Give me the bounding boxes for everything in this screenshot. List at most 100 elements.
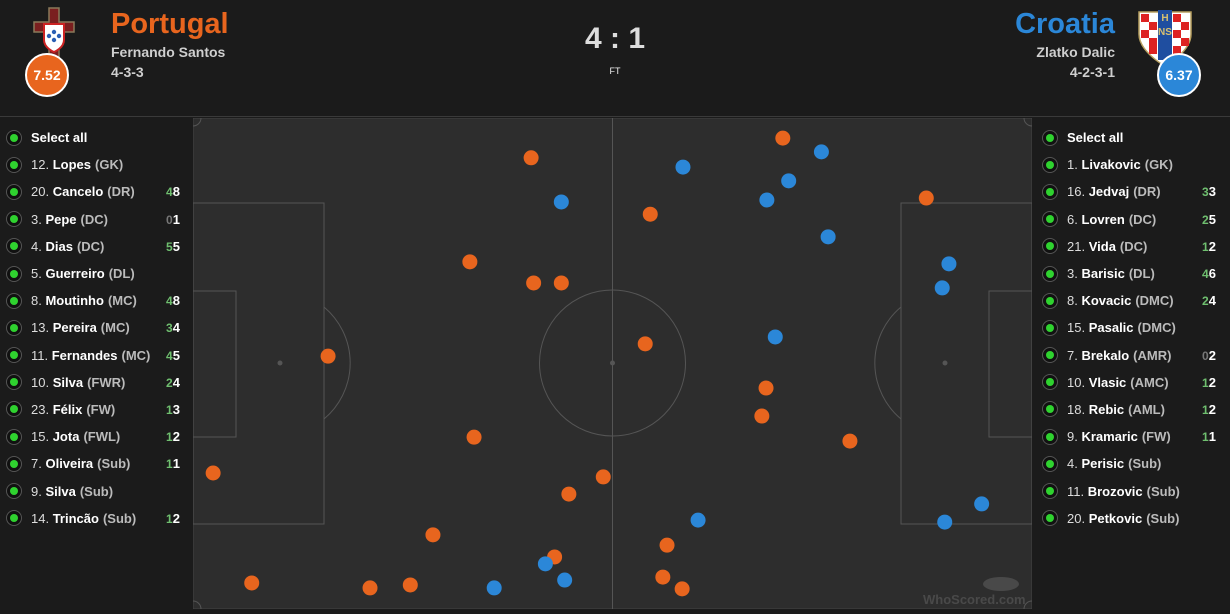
player-row[interactable]: 9. Silva (Sub): [0, 477, 190, 504]
checkbox-icon[interactable]: [6, 265, 22, 282]
player-row[interactable]: 8. Moutinho (MC) 48: [0, 287, 190, 314]
player-row[interactable]: 13. Pereira (MC) 34: [0, 314, 190, 341]
player-row[interactable]: 1. Livakovic (GK): [1036, 151, 1226, 178]
away-event-dot[interactable]: [941, 256, 957, 272]
away-event-dot[interactable]: [813, 144, 829, 160]
away-event-dot[interactable]: [557, 572, 573, 588]
checkbox-icon[interactable]: [6, 319, 22, 336]
checkbox-icon[interactable]: [1042, 238, 1058, 255]
home-event-dot[interactable]: [425, 527, 441, 543]
checkbox-icon[interactable]: [6, 483, 22, 500]
home-event-dot[interactable]: [320, 348, 336, 364]
checkbox-icon[interactable]: [1042, 156, 1058, 173]
checkbox-icon[interactable]: [1042, 347, 1058, 364]
home-event-dot[interactable]: [642, 206, 658, 222]
player-row[interactable]: 9. Kramaric (FW) 11: [1036, 423, 1226, 450]
home-event-dot[interactable]: [659, 537, 675, 553]
away-event-dot[interactable]: [820, 229, 836, 245]
checkbox-icon[interactable]: [6, 183, 22, 200]
away-event-dot[interactable]: [974, 496, 990, 512]
player-row[interactable]: 14. Trincão (Sub) 12: [0, 505, 190, 532]
player-row[interactable]: 4. Dias (DC) 55: [0, 233, 190, 260]
player-row[interactable]: 3. Pepe (DC) 01: [0, 206, 190, 233]
checkbox-icon[interactable]: [1042, 374, 1058, 391]
home-event-dot[interactable]: [775, 130, 791, 146]
player-row[interactable]: 11. Brozovic (Sub): [1036, 477, 1226, 504]
checkbox-icon[interactable]: [1042, 292, 1058, 309]
home-event-dot[interactable]: [553, 275, 569, 291]
checkbox-icon[interactable]: [1042, 455, 1058, 472]
player-row[interactable]: 18. Rebic (AML) 12: [1036, 396, 1226, 423]
away-event-dot[interactable]: [781, 173, 797, 189]
player-row[interactable]: 15. Jota (FWL) 12: [0, 423, 190, 450]
checkbox-icon[interactable]: [6, 156, 22, 173]
checkbox-icon[interactable]: [1042, 319, 1058, 336]
checkbox-icon[interactable]: [6, 347, 22, 364]
player-row[interactable]: 3. Barisic (DL) 46: [1036, 260, 1226, 287]
checkbox-icon[interactable]: [6, 401, 22, 418]
home-event-dot[interactable]: [205, 465, 221, 481]
player-row[interactable]: 15. Pasalic (DMC): [1036, 314, 1226, 341]
player-row[interactable]: 10. Silva (FWR) 24: [0, 369, 190, 396]
checkbox-icon[interactable]: [1042, 483, 1058, 500]
home-event-dot[interactable]: [595, 469, 611, 485]
checkbox-icon[interactable]: [1042, 183, 1058, 200]
home-event-dot[interactable]: [758, 380, 774, 396]
player-row[interactable]: 20. Petkovic (Sub): [1036, 505, 1226, 532]
away-event-dot[interactable]: [759, 192, 775, 208]
checkbox-icon[interactable]: [1042, 129, 1058, 146]
away-event-dot[interactable]: [486, 580, 502, 596]
checkbox-icon[interactable]: [6, 129, 22, 146]
player-row[interactable]: 5. Guerreiro (DL): [0, 260, 190, 287]
home-event-dot[interactable]: [523, 150, 539, 166]
player-row[interactable]: 16. Jedvaj (DR) 33: [1036, 178, 1226, 205]
checkbox-icon[interactable]: [6, 211, 22, 228]
away-team-name[interactable]: Croatia: [1015, 8, 1115, 40]
player-row[interactable]: 10. Vlasic (AMC) 12: [1036, 369, 1226, 396]
checkbox-icon[interactable]: [6, 292, 22, 309]
player-row[interactable]: 7. Brekalo (AMR) 02: [1036, 342, 1226, 369]
player-row[interactable]: 6. Lovren (DC) 25: [1036, 206, 1226, 233]
away-event-dot[interactable]: [767, 329, 783, 345]
away-event-dot[interactable]: [937, 514, 953, 530]
away-event-dot[interactable]: [934, 280, 950, 296]
away-event-dot[interactable]: [537, 556, 553, 572]
home-event-dot[interactable]: [362, 580, 378, 596]
checkbox-icon[interactable]: [1042, 510, 1058, 527]
checkbox-icon[interactable]: [1042, 211, 1058, 228]
away-event-dot[interactable]: [675, 159, 691, 175]
home-select-all[interactable]: Select all: [0, 124, 190, 151]
checkbox-icon[interactable]: [6, 238, 22, 255]
player-row[interactable]: 7. Oliveira (Sub) 11: [0, 450, 190, 477]
away-select-all[interactable]: Select all: [1036, 124, 1226, 151]
home-event-dot[interactable]: [754, 408, 770, 424]
checkbox-icon[interactable]: [6, 455, 22, 472]
home-event-dot[interactable]: [466, 429, 482, 445]
checkbox-icon[interactable]: [1042, 428, 1058, 445]
player-row[interactable]: 20. Cancelo (DR) 48: [0, 178, 190, 205]
home-team-name[interactable]: Portugal: [111, 8, 229, 40]
checkbox-icon[interactable]: [6, 374, 22, 391]
away-event-dot[interactable]: [690, 512, 706, 528]
home-event-dot[interactable]: [561, 486, 577, 502]
checkbox-icon[interactable]: [1042, 265, 1058, 282]
away-event-dot[interactable]: [553, 194, 569, 210]
home-event-dot[interactable]: [526, 275, 542, 291]
home-event-dot[interactable]: [655, 569, 671, 585]
player-row[interactable]: 12. Lopes (GK): [0, 151, 190, 178]
player-row[interactable]: 21. Vida (DC) 12: [1036, 233, 1226, 260]
player-row[interactable]: 11. Fernandes (MC) 45: [0, 342, 190, 369]
checkbox-icon[interactable]: [6, 510, 22, 527]
player-row[interactable]: 8. Kovacic (DMC) 24: [1036, 287, 1226, 314]
home-event-dot[interactable]: [842, 433, 858, 449]
player-row[interactable]: 23. Félix (FW) 13: [0, 396, 190, 423]
home-event-dot[interactable]: [637, 336, 653, 352]
home-event-dot[interactable]: [462, 254, 478, 270]
checkbox-icon[interactable]: [1042, 401, 1058, 418]
home-event-dot[interactable]: [402, 577, 418, 593]
home-event-dot[interactable]: [244, 575, 260, 591]
home-event-dot[interactable]: [674, 581, 690, 597]
checkbox-icon[interactable]: [6, 428, 22, 445]
player-row[interactable]: 4. Perisic (Sub): [1036, 450, 1226, 477]
home-event-dot[interactable]: [918, 190, 934, 206]
